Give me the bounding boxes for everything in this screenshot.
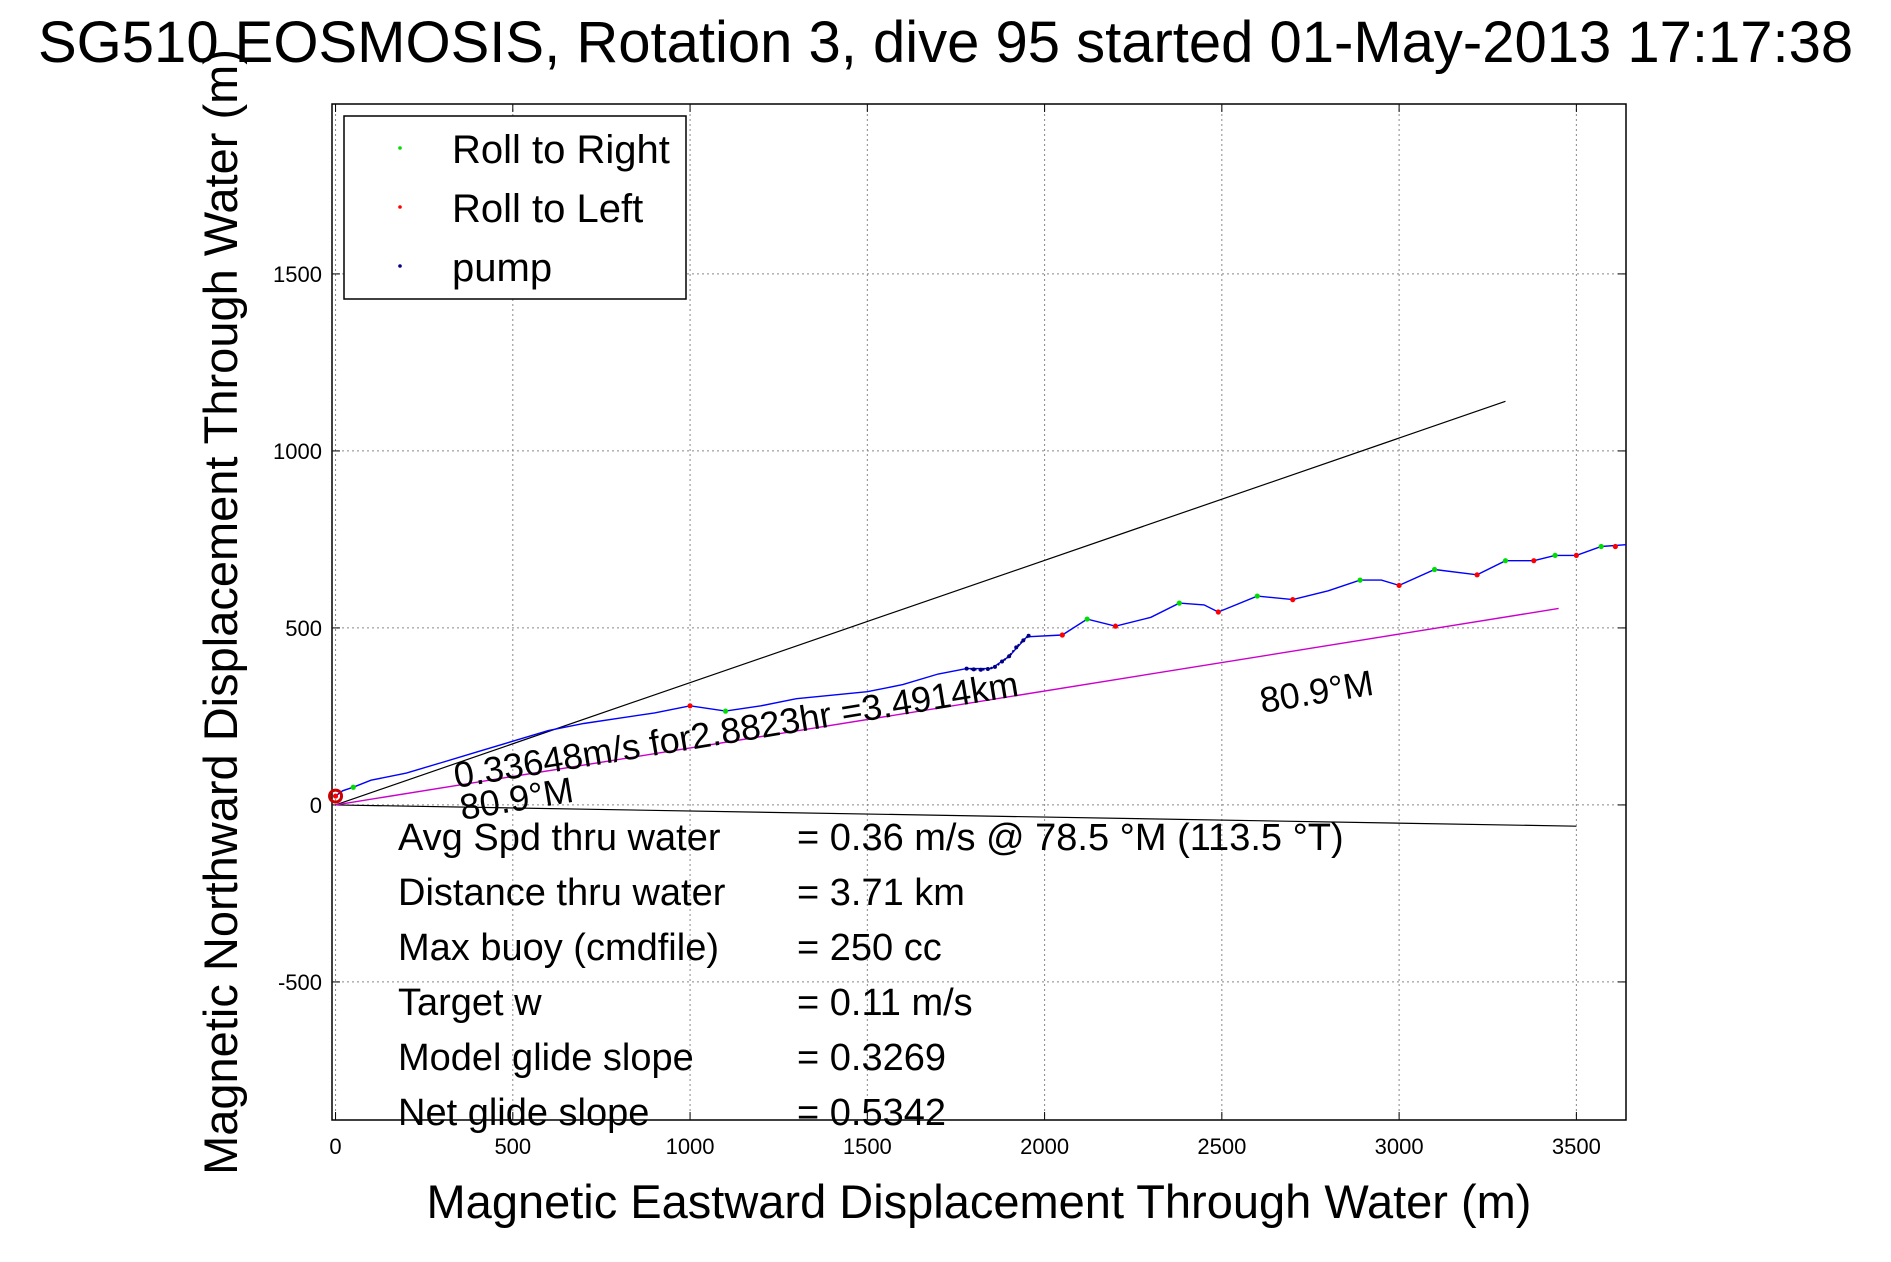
y-tick-label: 0 xyxy=(310,793,322,818)
x-tick-label: 3000 xyxy=(1375,1134,1424,1159)
y-axis-label: Magnetic Northward Displacement Through … xyxy=(194,49,247,1175)
roll-left-point xyxy=(1474,572,1480,578)
roll-left-point xyxy=(1573,552,1579,558)
start-marker xyxy=(328,788,344,804)
plot-area xyxy=(331,103,1627,1121)
pump-point xyxy=(985,666,990,671)
y-tick-label: 500 xyxy=(285,616,322,641)
stat-value: = 0.3269 xyxy=(797,1037,946,1079)
legend-label: Roll to Right xyxy=(452,128,670,172)
pump-point xyxy=(978,667,983,672)
pump-point xyxy=(971,667,976,672)
legend-label: Roll to Left xyxy=(452,187,643,231)
legend-label: pump xyxy=(452,246,552,290)
reference-line xyxy=(335,400,1506,806)
roll-left-point xyxy=(1059,632,1065,638)
legend-marker xyxy=(398,264,402,268)
reference-line xyxy=(335,804,1577,827)
pump-point xyxy=(1014,645,1019,650)
stat-value: = 250 cc xyxy=(797,927,942,969)
roll-left-point xyxy=(1112,623,1119,629)
chart-title: SG510 EOSMOSIS, Rotation 3, dive 95 star… xyxy=(38,10,1853,75)
pump-point xyxy=(1000,659,1005,664)
roll-right-point xyxy=(1552,552,1558,558)
stat-label: Max buoy (cmdfile) xyxy=(398,927,719,969)
x-axis-ticks: 0 500 1000 1500 2000 2500 3000 3500 xyxy=(329,104,1601,1159)
roll-right-point xyxy=(1502,558,1509,564)
roll-left-point xyxy=(1396,582,1402,589)
reference-lines xyxy=(335,400,1577,827)
x-tick-label: 3500 xyxy=(1552,1134,1601,1159)
pump-segment xyxy=(966,634,1030,671)
stat-label: Avg Spd thru water xyxy=(398,817,721,859)
heading-line xyxy=(335,607,1559,806)
pump-point xyxy=(1007,654,1012,659)
roll-right-point xyxy=(1176,600,1182,606)
stat-label: Model glide slope xyxy=(398,1037,694,1079)
roll-left-point xyxy=(1612,543,1618,550)
stat-value: = 0.11 m/s xyxy=(797,982,973,1024)
y-axis-ticks: -500 0 500 1000 1500 xyxy=(273,262,1626,995)
heading-annotation-right: 80.9°M xyxy=(1257,662,1377,721)
roll-left-point xyxy=(1290,597,1296,603)
roll-right-point xyxy=(722,708,729,714)
stat-label: Net glide slope xyxy=(398,1092,649,1134)
x-tick-label: 2500 xyxy=(1197,1134,1246,1159)
annotations: 0.33648m/s for2.8823hr =3.4914km 80.9°M … xyxy=(451,662,1377,828)
x-tick-label: 0 xyxy=(329,1134,341,1159)
x-tick-label: 500 xyxy=(494,1134,531,1159)
roll-right-point xyxy=(1084,616,1090,622)
pump-point xyxy=(1026,633,1031,638)
pump-point xyxy=(964,666,969,671)
x-tick-label: 1500 xyxy=(843,1134,892,1159)
roll-left-point xyxy=(1215,609,1221,615)
roll-right-point xyxy=(1254,593,1260,599)
stat-value: = 0.5342 xyxy=(797,1092,946,1134)
roll-right-point xyxy=(1431,566,1438,573)
stat-value: = 0.36 m/s @ 78.5 °M (113.5 °T) xyxy=(797,817,1344,859)
legend-marker xyxy=(398,205,402,209)
x-axis-label: Magnetic Eastward Displacement Through W… xyxy=(427,1175,1532,1228)
x-tick-label: 2000 xyxy=(1020,1134,1069,1159)
series xyxy=(328,543,1627,804)
stats-block: Avg Spd thru water = 0.36 m/s @ 78.5 °M (… xyxy=(398,817,1344,1134)
stat-label: Target w xyxy=(398,982,542,1024)
roll-left-point xyxy=(1531,558,1537,564)
y-tick-label: -500 xyxy=(278,970,322,995)
stat-value: = 3.71 km xyxy=(797,872,965,914)
y-tick-label: 1500 xyxy=(273,262,322,287)
roll-right-point xyxy=(1598,543,1604,550)
stat-label: Distance thru water xyxy=(398,872,726,914)
roll-right-point xyxy=(350,784,356,790)
roll-left-point xyxy=(332,793,339,799)
legend: Roll to Right Roll to Left pump xyxy=(343,115,687,300)
pump-point xyxy=(992,664,997,669)
roll-left-point xyxy=(687,703,693,709)
roll-right-point xyxy=(1357,577,1363,583)
y-tick-label: 1000 xyxy=(273,439,322,464)
pump-point xyxy=(1021,638,1026,643)
legend-marker xyxy=(398,146,402,150)
x-tick-label: 1000 xyxy=(666,1134,715,1159)
